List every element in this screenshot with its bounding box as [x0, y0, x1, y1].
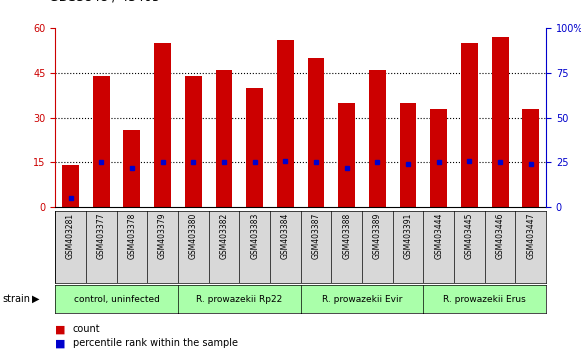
Bar — [338, 103, 355, 207]
Text: GSM403444: GSM403444 — [434, 213, 443, 259]
Text: GSM403389: GSM403389 — [373, 213, 382, 259]
Bar — [216, 70, 232, 207]
Text: strain: strain — [3, 294, 31, 304]
Text: GDS3848 / 43405: GDS3848 / 43405 — [49, 0, 160, 4]
Bar — [461, 43, 478, 207]
Text: GSM403387: GSM403387 — [311, 213, 321, 259]
Bar — [400, 103, 417, 207]
Text: GSM403379: GSM403379 — [158, 213, 167, 259]
Bar — [307, 58, 324, 207]
Bar — [62, 165, 79, 207]
Bar — [154, 43, 171, 207]
Text: GSM403383: GSM403383 — [250, 213, 259, 259]
Text: R. prowazekii Erus: R. prowazekii Erus — [443, 295, 526, 304]
Text: GSM403445: GSM403445 — [465, 213, 474, 259]
Text: R. prowazekii Rp22: R. prowazekii Rp22 — [196, 295, 282, 304]
Text: GSM403388: GSM403388 — [342, 213, 351, 259]
Bar — [522, 109, 539, 207]
Text: GSM403382: GSM403382 — [220, 213, 228, 259]
Bar — [369, 70, 386, 207]
Bar — [492, 37, 508, 207]
Bar — [431, 109, 447, 207]
Text: GSM403380: GSM403380 — [189, 213, 198, 259]
Text: count: count — [73, 324, 101, 334]
Bar — [277, 40, 294, 207]
Text: GSM403377: GSM403377 — [96, 213, 106, 259]
Text: GSM403378: GSM403378 — [127, 213, 137, 259]
Bar — [93, 76, 110, 207]
Text: ■: ■ — [55, 324, 66, 334]
Text: GSM403447: GSM403447 — [526, 213, 535, 259]
Text: control, uninfected: control, uninfected — [74, 295, 160, 304]
Bar — [185, 76, 202, 207]
Bar — [246, 88, 263, 207]
Text: ▶: ▶ — [32, 294, 40, 304]
Text: R. prowazekii Evir: R. prowazekii Evir — [322, 295, 402, 304]
Text: GSM403446: GSM403446 — [496, 213, 505, 259]
Text: ■: ■ — [55, 338, 66, 348]
Text: GSM403384: GSM403384 — [281, 213, 290, 259]
Text: GSM403391: GSM403391 — [404, 213, 413, 259]
Text: GSM403281: GSM403281 — [66, 213, 75, 259]
Text: percentile rank within the sample: percentile rank within the sample — [73, 338, 238, 348]
Bar — [124, 130, 141, 207]
